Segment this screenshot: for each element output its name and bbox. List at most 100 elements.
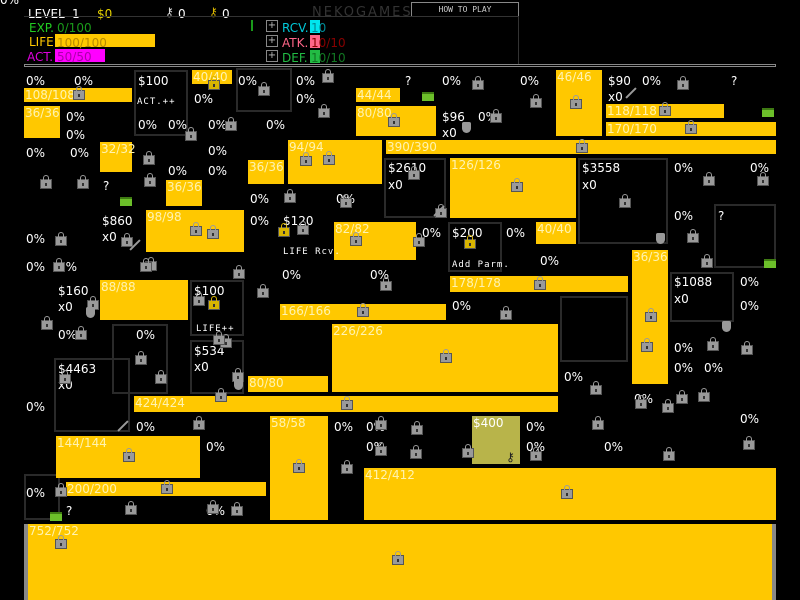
lock-icon [707, 337, 719, 351]
silver-key-icon: ⚷ [165, 5, 174, 19]
room-box[interactable] [236, 68, 292, 112]
shop-price: $860 [102, 214, 133, 228]
exp-label: EXP. [29, 21, 54, 35]
lock-icon [41, 316, 53, 330]
enemy-block[interactable]: 40/40 [536, 222, 576, 244]
block-hp-label: 46/46 [557, 70, 592, 84]
lock-icon [59, 370, 71, 384]
lock-icon [193, 416, 205, 430]
cell-progress: 0% [740, 299, 760, 313]
cell-progress: 0% [564, 370, 584, 384]
cell-progress: 0% [136, 420, 156, 434]
room-box[interactable] [448, 222, 502, 272]
enemy-block[interactable]: 36/36 [632, 250, 668, 384]
unknown-cell: ? [66, 504, 73, 518]
cell-progress: 0% [506, 226, 526, 240]
block-hp-label: 200/200 [67, 482, 117, 496]
lock-icon [53, 258, 65, 272]
enemy-block[interactable]: 32/32 [100, 142, 136, 172]
enemy-block[interactable]: 82/82 [334, 222, 416, 260]
lock-icon [73, 86, 85, 100]
cell-progress: 0% [422, 226, 442, 240]
treasure-chest-icon[interactable] [422, 92, 434, 101]
lock-icon [231, 502, 243, 516]
unknown-cell: ? [103, 179, 110, 193]
enemy-block[interactable]: 80/80 [356, 106, 436, 136]
treasure-chest-icon[interactable] [120, 197, 132, 206]
block-hp-label: 80/80 [249, 376, 284, 390]
room-box[interactable] [714, 204, 776, 268]
enemy-block[interactable]: 80/80 [248, 376, 328, 392]
lock-icon [123, 448, 135, 462]
lock-icon [380, 277, 392, 291]
lock-icon [410, 445, 422, 459]
room-box[interactable] [112, 324, 168, 394]
lock-icon [685, 120, 697, 134]
treasure-chest-icon[interactable] [50, 512, 62, 521]
level-label: LEVEL [28, 7, 65, 21]
lock-icon [340, 194, 352, 208]
lock-icon [413, 233, 425, 247]
lock-icon [125, 501, 137, 515]
cell-progress: 0% [208, 144, 228, 158]
room-box[interactable] [384, 158, 446, 218]
room-box[interactable] [24, 474, 60, 520]
enemy-block[interactable]: 108/108 [24, 88, 132, 102]
lock-icon [190, 222, 202, 236]
block-hp-label: 424/424 [135, 396, 185, 410]
cell-progress: 0% [704, 361, 724, 375]
block-hp-label: 118/118 [607, 104, 657, 118]
lock-icon [472, 76, 484, 90]
lock-icon [462, 444, 474, 458]
lock-icon [743, 436, 755, 450]
shop-price: $534 [194, 344, 225, 358]
item-count: x0 [194, 360, 209, 374]
def-bar [310, 50, 320, 63]
lock-icon [741, 341, 753, 355]
block-hp-label: 82/82 [335, 222, 370, 236]
key-icon: ⚷ [506, 450, 515, 464]
cell-progress: 0% [604, 440, 624, 454]
room-box[interactable] [54, 358, 130, 432]
enemy-block[interactable]: 36/36 [248, 160, 284, 184]
treasure-chest-icon[interactable] [762, 108, 774, 117]
shop-item-name: ACT.++ [137, 97, 176, 107]
lock-icon [701, 254, 713, 268]
how-to-play-button[interactable]: HOW TO PLAY [411, 2, 519, 17]
room-box[interactable] [578, 158, 668, 244]
cell-progress: 0% [138, 118, 158, 132]
lock-icon [440, 349, 452, 363]
unknown-cell: ? [731, 74, 738, 88]
lock-icon [207, 500, 219, 514]
atk-plus-button[interactable]: + [266, 35, 278, 47]
enemy-block[interactable]: 36/36 [24, 106, 60, 138]
cell-progress: 0% [58, 328, 78, 342]
treasure-chest-icon[interactable] [764, 259, 776, 268]
lock-icon [590, 381, 602, 395]
room-box[interactable] [670, 272, 734, 322]
shield-icon [722, 321, 731, 332]
lock-icon [388, 113, 400, 127]
def-plus-button[interactable]: + [266, 50, 278, 62]
enemy-block[interactable]: 36/36 [166, 180, 202, 206]
enemy-block[interactable]: 88/88 [100, 280, 188, 320]
life-bar [55, 34, 155, 47]
block-hp-label: 108/108 [25, 88, 75, 102]
lock-icon [297, 221, 309, 235]
lock-icon [185, 127, 197, 141]
purchased-shop-cell[interactable]: $400 [472, 416, 520, 464]
lock-icon [40, 175, 52, 189]
block-hp-label: 88/88 [101, 280, 136, 294]
lock-icon [676, 390, 688, 404]
rcv-plus-button[interactable]: + [266, 20, 278, 32]
room-box[interactable] [134, 70, 188, 136]
act-value: 50/50 [57, 50, 92, 64]
lock-icon [757, 172, 769, 186]
lock-icon [687, 229, 699, 243]
block-hp-label: 126/126 [451, 158, 501, 172]
enemy-block[interactable]: 44/44 [356, 88, 400, 102]
lock-icon [213, 331, 225, 345]
cell-progress: 0% [26, 400, 46, 414]
room-box[interactable] [560, 296, 628, 362]
cell-progress: 0% [282, 268, 302, 282]
